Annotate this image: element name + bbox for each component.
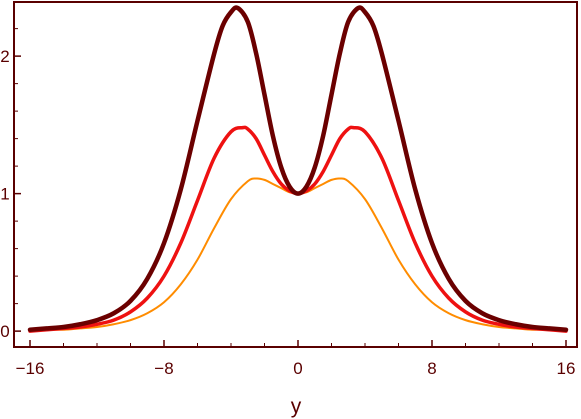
axis-ticks [14,28,567,347]
x-tick-label: −8 [154,359,173,378]
x-tick-label: −16 [16,359,45,378]
y-tick-label: 2 [0,47,9,66]
series-line-3 [27,5,569,332]
x-tick-label: 0 [293,359,302,378]
y-tick-label: 1 [0,185,9,204]
plot-frame [13,1,578,348]
x-tick-label: 8 [427,359,436,378]
series-group [27,5,569,333]
x-axis-label: y [291,395,302,418]
x-tick-label: 16 [557,359,576,378]
tick-labels: −16 −8 0 8 16 0 1 2 [0,47,575,378]
y-tick-label: 0 [0,322,9,341]
